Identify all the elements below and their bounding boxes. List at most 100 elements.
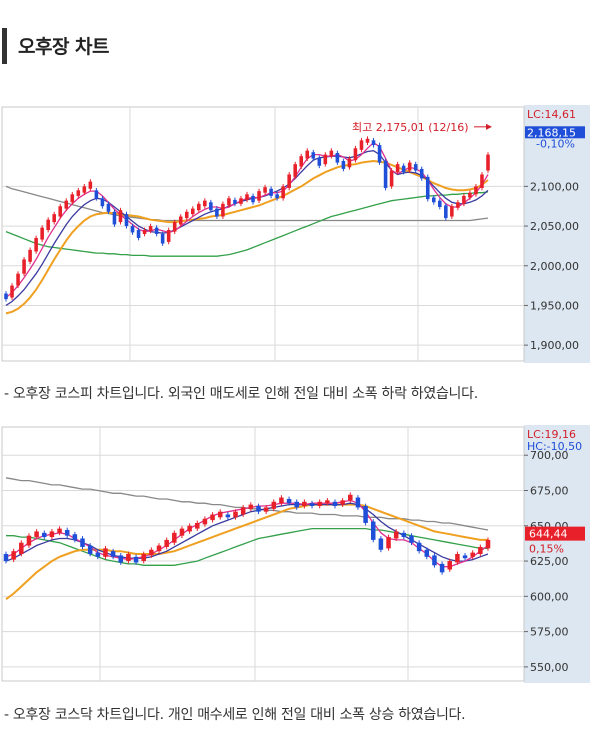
candle-body xyxy=(154,227,159,234)
y-tick-label: 550,00 xyxy=(530,661,569,674)
moving-average-line xyxy=(6,527,488,566)
price-label: 644,44 xyxy=(529,528,568,541)
candle-body xyxy=(416,542,422,552)
candle-body xyxy=(332,501,338,507)
candle-body xyxy=(305,150,310,159)
candle-body xyxy=(317,501,322,507)
candle-body xyxy=(395,164,400,173)
kosdaq-caption: - 오후장 코스닥 차트입니다. 개인 매수세로 인해 전일 대비 소폭 상승 … xyxy=(4,707,466,723)
candle-body xyxy=(251,195,255,203)
candle-body xyxy=(377,145,382,163)
candle-body xyxy=(455,554,460,563)
candle-body xyxy=(118,555,124,563)
candle-body xyxy=(287,174,291,188)
candle-body xyxy=(172,222,177,232)
candle-body xyxy=(70,194,75,203)
annotation-arrow-head xyxy=(486,123,492,130)
candle-body xyxy=(386,537,391,549)
candle-body xyxy=(19,542,24,554)
candle-body xyxy=(57,528,62,533)
candle-body xyxy=(233,199,237,204)
moving-average-line xyxy=(5,191,489,257)
candle-body xyxy=(325,500,330,504)
candle-body xyxy=(184,211,189,219)
moving-average-line xyxy=(5,499,489,568)
y-axis-panel xyxy=(524,425,590,683)
candle-body xyxy=(217,511,223,518)
moving-average-line xyxy=(5,503,488,601)
candle-body xyxy=(480,174,484,188)
candle-body xyxy=(4,293,8,300)
candle-body xyxy=(263,507,269,512)
candle-body xyxy=(197,203,201,211)
candle-body xyxy=(275,194,279,199)
candle-body xyxy=(221,203,225,217)
kospi-chart-svg: 2,100,00 2,050,00 2,000,00 1,950,00 1,900,00… xyxy=(0,105,590,363)
candle-body xyxy=(142,230,147,234)
candle-body xyxy=(209,202,213,211)
candle-body xyxy=(256,506,261,512)
candle-body xyxy=(279,497,284,504)
candle-body xyxy=(136,230,141,238)
candle-body xyxy=(133,556,139,563)
candle-body xyxy=(156,545,162,552)
candle-body xyxy=(22,259,26,274)
candle-body xyxy=(286,498,292,504)
high-annotation: 최고 2,175,01 (12/16) xyxy=(352,121,469,134)
moving-average-line xyxy=(5,185,489,222)
candle-body xyxy=(80,538,85,547)
candle-body xyxy=(424,549,430,557)
candle-body xyxy=(28,249,32,262)
candle-body xyxy=(164,539,169,547)
candle-body xyxy=(486,154,490,171)
candle-body xyxy=(335,153,340,163)
candle-body xyxy=(401,165,406,173)
header-accent-bar xyxy=(2,28,7,64)
candle-body xyxy=(203,200,207,207)
candle-body xyxy=(355,497,361,508)
candle-body xyxy=(478,546,483,554)
candle-body xyxy=(447,561,453,570)
candle-body xyxy=(323,154,328,165)
candle-body xyxy=(383,160,388,188)
candle-body xyxy=(248,504,254,509)
candle-body xyxy=(225,514,231,518)
candle-body xyxy=(227,198,231,206)
chart-background xyxy=(0,105,590,363)
candle-body xyxy=(149,549,154,556)
candle-body xyxy=(239,198,243,204)
y-tick-label: 1,900,00 xyxy=(530,339,579,352)
candle-body xyxy=(378,538,384,550)
y-tick-label: 575,00 xyxy=(530,626,569,639)
candle-body xyxy=(462,555,468,559)
candle-body xyxy=(419,168,424,179)
candle-body xyxy=(40,227,44,240)
candle-body xyxy=(293,164,297,177)
candle-body xyxy=(431,197,436,203)
candle-body xyxy=(456,202,460,208)
candle-body xyxy=(190,208,195,215)
candle-body xyxy=(72,534,78,540)
y-tick-label: 600,00 xyxy=(530,590,569,603)
candle-body xyxy=(130,226,135,233)
y-tick-label: 675,00 xyxy=(530,485,569,498)
candle-body xyxy=(240,507,246,515)
candle-body xyxy=(16,273,20,286)
candle-body xyxy=(195,522,200,529)
candle-body xyxy=(58,206,63,217)
candle-body xyxy=(95,552,101,557)
candle-body xyxy=(64,200,69,209)
candle-body xyxy=(172,532,177,543)
candle-body xyxy=(87,545,93,554)
candle-body xyxy=(49,531,55,538)
candle-body xyxy=(257,191,261,201)
candle-body xyxy=(348,494,353,501)
candle-body xyxy=(34,531,39,538)
y-tick-label: 2,000,00 xyxy=(530,260,579,273)
candle-body xyxy=(41,532,47,538)
candle-body xyxy=(271,501,277,509)
candle-body xyxy=(425,176,430,200)
candle-body xyxy=(103,548,108,557)
candle-body xyxy=(160,234,165,244)
candle-body xyxy=(365,138,370,143)
